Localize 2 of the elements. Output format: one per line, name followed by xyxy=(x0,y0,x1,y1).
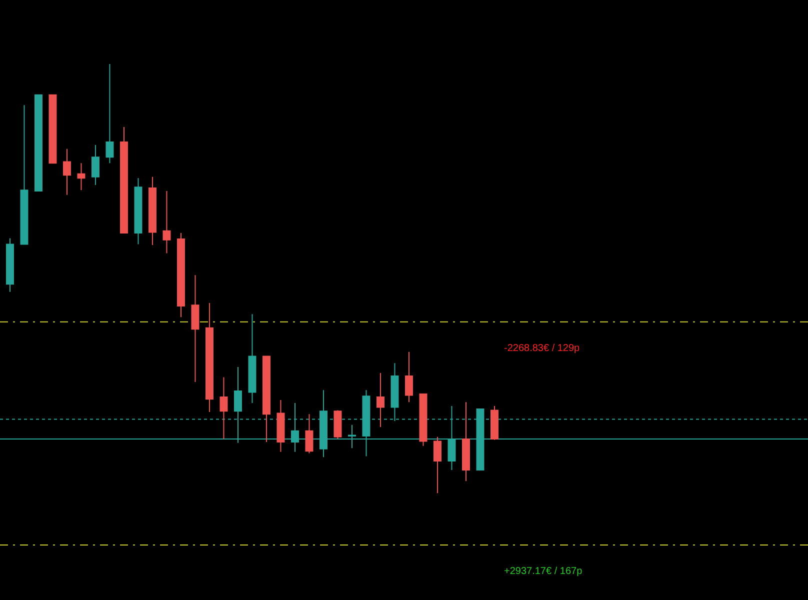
ref-line-label: -2268.83€ / 129p xyxy=(504,343,580,354)
ref-line-label: +2937.17€ / 167p xyxy=(504,566,583,577)
